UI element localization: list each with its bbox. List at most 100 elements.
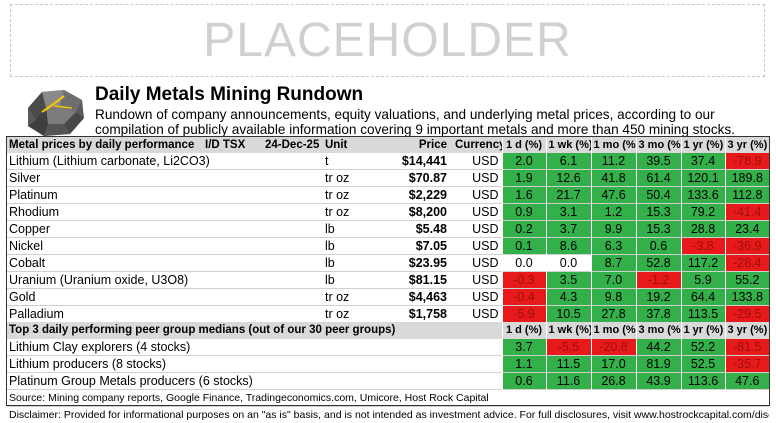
performance-cell: 37.8 bbox=[635, 305, 681, 323]
performance-cell: -29.5 bbox=[724, 305, 769, 323]
peer-performance-cell: 11.5 bbox=[545, 354, 591, 373]
metal-row: Gold tr oz $4,463 USD -0.4 4.3 9.8 19.2 64.4 133.… bbox=[7, 288, 769, 306]
performance-cell: -1.2 bbox=[635, 271, 681, 289]
metal-price: $5.48 bbox=[381, 220, 453, 238]
performance-cell: 113.5 bbox=[680, 305, 725, 323]
source-row: Source: Mining company reports, Google F… bbox=[7, 388, 769, 407]
performance-cell: 133.6 bbox=[680, 186, 725, 204]
performance-cell: 41.8 bbox=[590, 169, 636, 187]
metal-price: $8,200 bbox=[381, 203, 453, 221]
performance-cell: -28.4 bbox=[724, 254, 769, 272]
metal-currency: USD bbox=[453, 288, 502, 306]
performance-cell: 4.3 bbox=[545, 288, 591, 306]
performance-cell: 55.2 bbox=[724, 271, 769, 289]
performance-cell: 8.6 bbox=[545, 237, 591, 255]
peer-name: Lithium Clay explorers (4 stocks) bbox=[9, 339, 191, 354]
header-price: Price bbox=[381, 137, 453, 154]
metal-row: Platinum tr oz $2,229 USD 1.6 21.7 47.6 50.4 133… bbox=[7, 186, 769, 204]
peer-header-col: 1 d (%) bbox=[501, 322, 546, 339]
peer-performance-cell: 3.7 bbox=[501, 338, 546, 356]
performance-cell: -0.3 bbox=[501, 271, 546, 289]
peer-performance-cell: 1.1 bbox=[501, 354, 546, 373]
peer-performance-cell: -81.5 bbox=[724, 338, 769, 356]
metal-name: Nickel bbox=[7, 237, 323, 255]
performance-cell: 1.6 bbox=[501, 186, 546, 204]
metal-price: $4,463 bbox=[381, 288, 453, 306]
metal-price: $81.15 bbox=[381, 271, 453, 289]
performance-cell: 0.9 bbox=[501, 203, 546, 221]
performance-cell: 52.8 bbox=[635, 254, 681, 272]
metal-name: Uranium (Uranium oxide, U3O8) bbox=[7, 271, 323, 289]
peer-header-row: Top 3 daily performing peer group median… bbox=[7, 322, 769, 339]
peer-header-label: Top 3 daily performing peer group median… bbox=[7, 322, 502, 339]
peer-header-col: 1 yr (%) bbox=[680, 322, 725, 339]
performance-cell: 11.2 bbox=[590, 153, 636, 170]
performance-cell: 47.6 bbox=[590, 186, 636, 204]
performance-cell: 2.0 bbox=[501, 153, 546, 170]
performance-cell: 7.0 bbox=[590, 271, 636, 289]
peer-performance-cell: 26.8 bbox=[590, 371, 636, 390]
metal-name: Silver bbox=[7, 169, 323, 187]
peer-performance-cell: 113.6 bbox=[680, 371, 725, 390]
peer-performance-cell: 11.6 bbox=[545, 371, 591, 390]
performance-cell: 0.2 bbox=[501, 220, 546, 238]
disclaimer-text: Disclaimer: Provided for informational p… bbox=[7, 405, 769, 423]
metal-price: $23.95 bbox=[381, 254, 453, 272]
metal-unit: tr oz bbox=[323, 169, 381, 187]
metal-unit: lb bbox=[323, 254, 381, 272]
metal-row: Uranium (Uranium oxide, U3O8) lb $81.15 USD… bbox=[7, 271, 769, 289]
metal-row: Rhodium tr oz $8,200 USD 0.9 3.1 1.2 15.3 79.2 -4… bbox=[7, 203, 769, 221]
performance-cell: 3.5 bbox=[545, 271, 591, 289]
performance-cell: 0.6 bbox=[635, 237, 681, 255]
performance-cell: 39.5 bbox=[635, 153, 681, 170]
performance-cell: 15.3 bbox=[635, 220, 681, 238]
peer-header-col: 1 mo (%) bbox=[590, 322, 636, 339]
metal-unit: t bbox=[325, 154, 329, 169]
performance-cell: 15.3 bbox=[635, 203, 681, 221]
page-title: Daily Metals Mining Rundown bbox=[95, 84, 364, 105]
performance-cell: 10.5 bbox=[545, 305, 591, 323]
performance-cell: 8.7 bbox=[590, 254, 636, 272]
performance-cell: 0.0 bbox=[501, 254, 546, 272]
header-id: I/D TSX bbox=[203, 137, 263, 154]
performance-cell: -3.8 bbox=[680, 237, 725, 255]
metal-row: Lithium (Lithium carbonate, Li2CO3) t $14,… bbox=[7, 153, 769, 170]
metal-unit: tr oz bbox=[323, 203, 381, 221]
header-col: 1 wk (%) bbox=[545, 137, 591, 154]
peer-name: Platinum Group Metals producers (6 stock… bbox=[7, 371, 502, 390]
metal-unit: lb bbox=[323, 271, 381, 289]
peer-performance-cell: -20.8 bbox=[590, 338, 636, 356]
metal-currency: USD bbox=[453, 237, 502, 255]
header-col: 3 yr (%) bbox=[724, 137, 769, 154]
performance-cell: 21.7 bbox=[545, 186, 591, 204]
performance-cell: 6.1 bbox=[545, 153, 591, 170]
metal-unit: tr oz bbox=[323, 305, 381, 323]
performance-cell: 12.6 bbox=[545, 169, 591, 187]
metal-price: $70.87 bbox=[381, 169, 453, 187]
performance-cell: 79.2 bbox=[680, 203, 725, 221]
metal-unit: lb bbox=[323, 220, 381, 238]
performance-cell: 6.3 bbox=[590, 237, 636, 255]
metal-price: $14,441 bbox=[401, 154, 447, 169]
performance-cell: 189.8 bbox=[724, 169, 769, 187]
header-date: 24-Dec-25 bbox=[263, 137, 323, 154]
performance-cell: -41.4 bbox=[724, 203, 769, 221]
performance-cell: 120.1 bbox=[680, 169, 725, 187]
peer-header-col: 1 wk (%) bbox=[545, 322, 591, 339]
performance-cell: 3.7 bbox=[545, 220, 591, 238]
metal-currency: USD bbox=[453, 169, 502, 187]
peer-header-col: 3 yr (%) bbox=[724, 322, 769, 339]
performance-cell: 9.9 bbox=[590, 220, 636, 238]
peer-performance-cell: 0.6 bbox=[501, 371, 546, 390]
peer-performance-cell: 81.9 bbox=[635, 354, 681, 373]
header-col: 1 d (%) bbox=[501, 137, 546, 154]
peer-performance-cell: 52.5 bbox=[680, 354, 725, 373]
metal-row: Palladium tr oz $1,758 USD -5.9 10.5 27.8 37.8 1… bbox=[7, 305, 769, 323]
performance-cell: 1.9 bbox=[501, 169, 546, 187]
metal-name: Palladium bbox=[7, 305, 323, 323]
performance-cell: 28.8 bbox=[680, 220, 725, 238]
header-label: Metal prices by daily performance bbox=[7, 137, 203, 154]
peer-performance-cell: -5.5 bbox=[545, 338, 591, 356]
header-col: 1 mo (%) bbox=[590, 137, 636, 154]
metal-name: Copper bbox=[7, 220, 323, 238]
